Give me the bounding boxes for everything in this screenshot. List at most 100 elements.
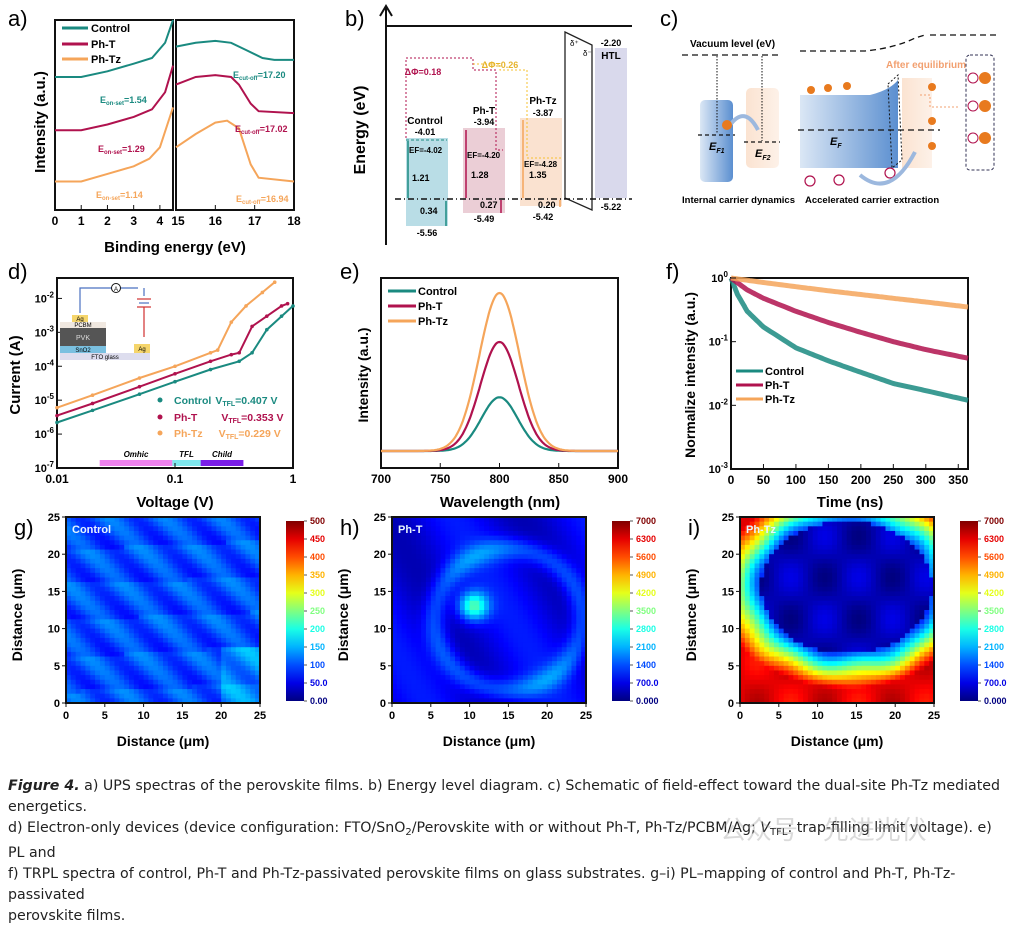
panel-label-e: e): [340, 259, 360, 284]
tick-label: 750: [430, 472, 450, 486]
legend-label-control: Control: [418, 286, 457, 298]
colorbar-label: 400: [310, 552, 325, 562]
region-tfl: [172, 460, 200, 466]
tick-label: 2: [104, 214, 111, 228]
tick-label: 850: [549, 472, 569, 486]
after-equilibrium-label: After equilibrium: [886, 60, 966, 71]
y-axis-label: Current (A): [7, 335, 24, 414]
figure-caption: Figure 4. a) UPS spectras of the perovsk…: [8, 776, 1008, 927]
tick-label: 0: [63, 710, 69, 722]
panel-label: g): [14, 515, 34, 540]
colorbar-label: 1400: [636, 660, 656, 670]
map-title: Control: [72, 524, 111, 536]
tick-label: 16: [209, 214, 223, 228]
legend-label-pht: Ph-T: [765, 380, 790, 392]
gap1-phtz: 1.35: [529, 170, 547, 180]
tick-label: 3: [130, 214, 137, 228]
passivation-layer: [902, 78, 932, 168]
region-child: [201, 460, 244, 466]
svg-text:PVK: PVK: [76, 335, 90, 342]
tick-label: 0.01: [45, 472, 69, 486]
region-label: TFL: [179, 450, 194, 459]
tick-label: 0.1: [167, 472, 184, 486]
tick-label: 100: [711, 270, 728, 285]
data-point: [209, 351, 213, 355]
tick-label: 1: [290, 472, 297, 486]
plot-frame-right: [176, 20, 294, 210]
tick-label: 20: [374, 549, 386, 561]
tick-label: 10: [48, 624, 60, 636]
tick-label: 10-2: [709, 397, 729, 412]
vbm-phtz: -5.42: [533, 212, 554, 222]
data-point: [91, 402, 95, 406]
tick-label: 50: [757, 473, 771, 487]
annotation-onset-pht: Eon-set=1.29: [98, 144, 145, 156]
region-label: Omhic: [124, 450, 149, 459]
band-left: [700, 100, 733, 182]
data-point: [209, 368, 213, 372]
tick-label: 700: [371, 472, 391, 486]
tick-label: 5: [380, 661, 386, 673]
colorbar-label: 2800: [984, 624, 1004, 634]
htl-bottom: -5.22: [601, 202, 622, 212]
tick-label: 0: [737, 710, 743, 722]
data-point: [291, 304, 295, 308]
colorbar-label: 4900: [984, 570, 1004, 580]
tick-label: 10-2: [35, 290, 55, 305]
tick-label: 0: [54, 698, 60, 710]
tick-label: 25: [722, 512, 734, 524]
data-point: [173, 380, 177, 384]
svg-text:Ag: Ag: [138, 347, 145, 353]
legend-label-pht: Ph-T: [418, 301, 443, 313]
delta-phi-phtz: ΔΦ=0.26: [482, 60, 519, 70]
tick-label: 4: [157, 214, 164, 228]
colorbar-label: 0.000: [984, 696, 1007, 706]
tick-label: 10-3: [709, 461, 729, 476]
annotation-cutoff-control: Ecut-off=17.20: [233, 70, 285, 82]
panel-label-f: f): [666, 259, 679, 284]
legend-label-control: Control: [91, 23, 130, 35]
colorbar: [286, 521, 304, 701]
panel-g-pl-map-control: g)Distance (μm)Control005510101515202025…: [0, 505, 330, 760]
tick-label: 25: [254, 710, 266, 722]
data-point: [138, 376, 142, 380]
tick-label: 0: [728, 473, 735, 487]
data-point: [280, 304, 284, 308]
tick-label: 900: [608, 472, 628, 486]
tick-label: 20: [541, 710, 553, 722]
tick-label: 20: [722, 549, 734, 561]
data-point: [250, 351, 254, 355]
gap1-control: 1.21: [412, 173, 430, 183]
legend-label-phtz: Ph-Tz: [765, 394, 795, 406]
tick-label: 17: [248, 214, 262, 228]
tick-label: 5: [728, 661, 734, 673]
colorbar-label: 0.000: [636, 696, 659, 706]
legend: Control Ph-T Ph-Tz: [736, 366, 804, 406]
curve-right-ph-t: [176, 75, 294, 113]
decay-curve-ph-tz: [731, 278, 968, 307]
y-axis-label: Intensity (a.u.): [355, 328, 371, 423]
data-point: [286, 302, 290, 306]
panel-label-d: d): [8, 259, 28, 284]
data-point: [91, 409, 95, 413]
colorbar-label: 2100: [984, 642, 1004, 652]
data-point: [55, 414, 59, 418]
ef-phtz: EF=-4.28: [524, 160, 558, 169]
tick-label: 18: [287, 214, 301, 228]
colorbar-label: 4200: [984, 588, 1004, 598]
tick-label: 20: [215, 710, 227, 722]
data-point: [244, 304, 248, 308]
heatmap-cells: [740, 517, 935, 704]
colorbar: [960, 521, 978, 701]
ammeter-label: A: [114, 287, 118, 293]
tick-label: 10-5: [35, 392, 55, 407]
tick-label: 15: [502, 710, 514, 722]
dipole-positive: δ⁺: [570, 39, 579, 48]
curve-left-ph-t: [55, 66, 173, 131]
panel-label-c: c): [660, 6, 678, 31]
data-point: [265, 328, 269, 332]
